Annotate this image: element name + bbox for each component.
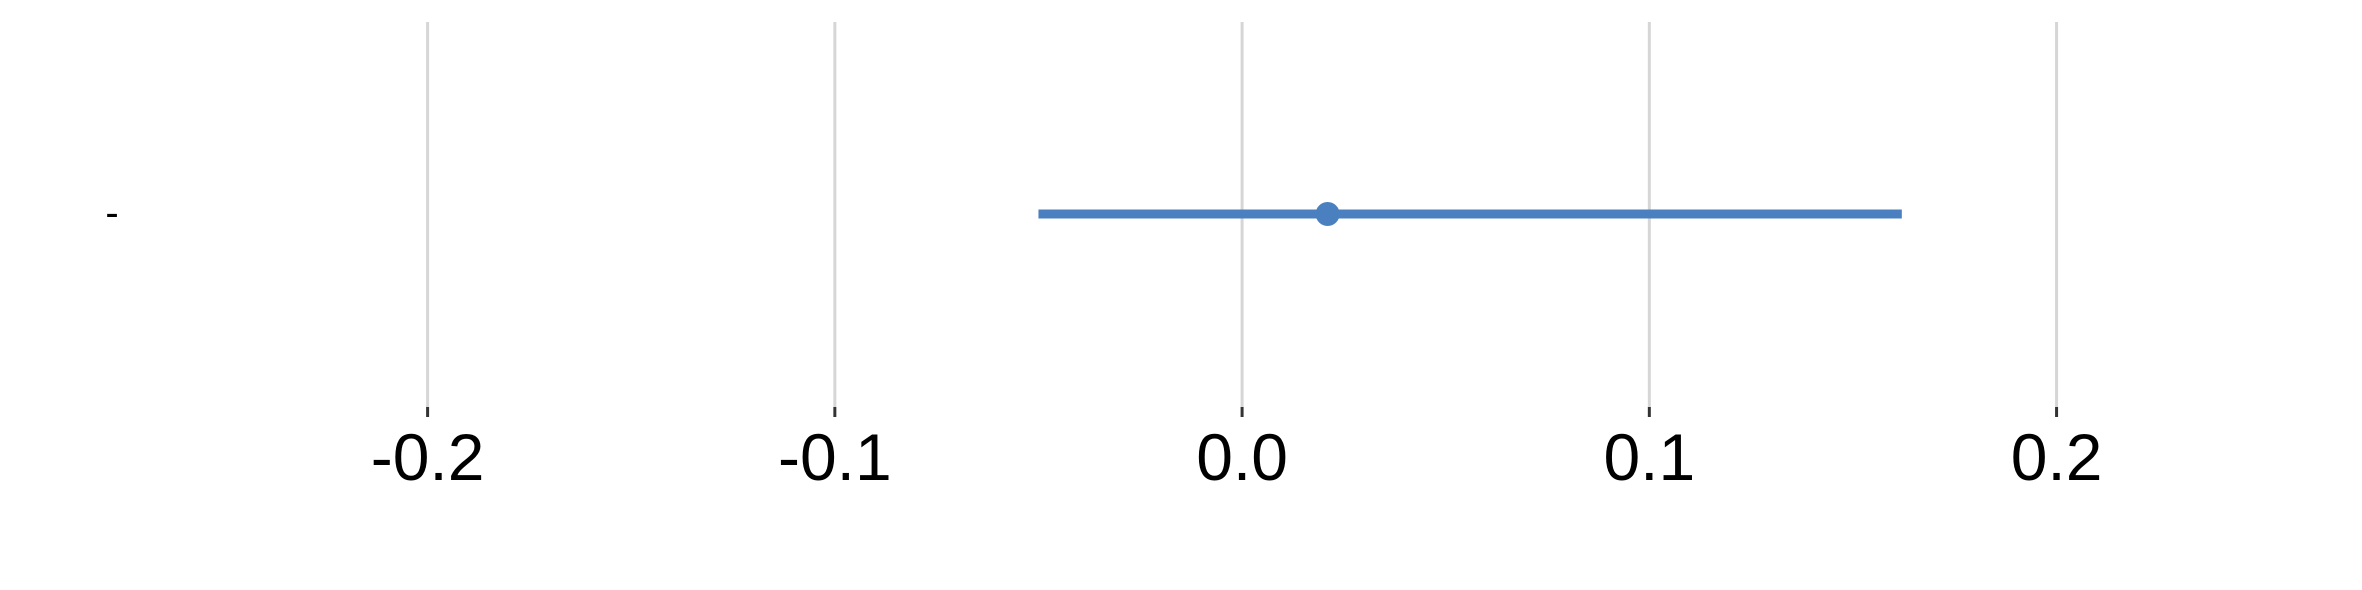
x-tick-label: -0.1: [778, 420, 892, 494]
x-tick-label: 0.2: [2011, 420, 2103, 494]
x-tick-label: -0.2: [371, 420, 485, 494]
x-axis-tick-labels: -0.2 -0.1 0.0 0.1 0.2: [371, 420, 2103, 494]
row-label: -: [105, 191, 118, 235]
point-estimate: [1315, 202, 1340, 226]
x-axis-ticks: [426, 407, 2059, 417]
plot-rows: -: [105, 191, 1902, 235]
x-tick-label: 0.1: [1603, 420, 1695, 494]
x-tick-label: 0.0: [1196, 420, 1288, 494]
